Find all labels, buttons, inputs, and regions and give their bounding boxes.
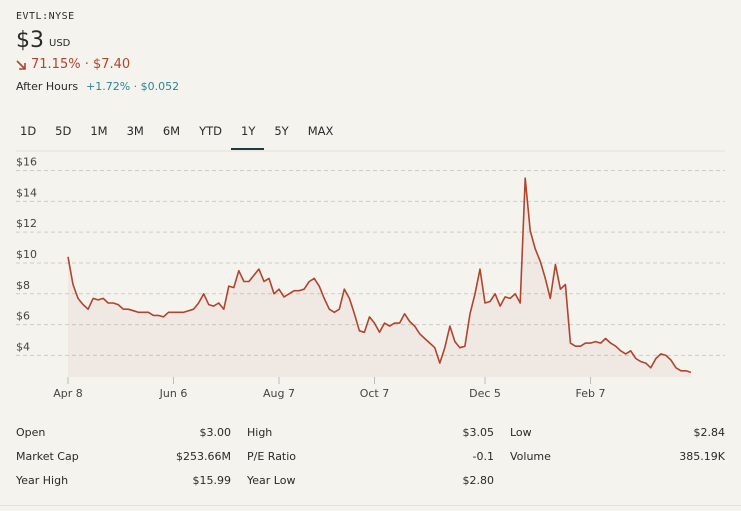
stat-label: Year Low — [247, 474, 296, 487]
price-change: 71.15% · $7.40 — [31, 57, 131, 72]
range-tabs: 1D 5D 1M 3M 6M YTD 1Y 5Y MAX — [10, 124, 342, 150]
ticker: EVTL:NYSE — [16, 11, 75, 22]
stat: Market Cap $253.66M — [16, 450, 231, 466]
x-tick-label: Oct 7 — [360, 387, 390, 400]
x-tick-label: Dec 5 — [469, 387, 501, 400]
stat-label: Market Cap — [16, 450, 79, 463]
range-tab[interactable]: 1Y — [231, 124, 265, 150]
stat-label: Year High — [16, 474, 69, 487]
range-tab[interactable]: 5D — [55, 124, 72, 138]
stat-value: $15.99 — [192, 474, 232, 487]
after-hours-label: After Hours — [16, 80, 79, 93]
stat: High $3.05 — [247, 426, 494, 442]
stat-label: Open — [16, 426, 46, 439]
stat: Year High $15.99 — [16, 474, 231, 490]
stat-value: $3.05 — [462, 426, 495, 439]
stat: P/E Ratio -0.1 — [247, 450, 494, 466]
range-tab[interactable]: 6M — [162, 124, 181, 138]
stat: Volume 385.19K — [510, 450, 725, 466]
x-tick-label: Jun 6 — [159, 387, 188, 400]
price: $3 — [16, 28, 44, 53]
range-tab[interactable]: 3M — [126, 124, 144, 138]
down-arrow-icon — [16, 60, 26, 70]
stat-label: Volume — [510, 450, 551, 463]
stat-value: $3.00 — [199, 426, 232, 439]
after-hours-change: +1.72% · $0.052 — [86, 80, 180, 93]
stat-value: $253.66M — [176, 450, 231, 463]
range-tab[interactable]: YTD — [199, 124, 222, 138]
stat-value: -0.1 — [472, 450, 494, 463]
stat-label: Low — [510, 426, 532, 439]
range-tab[interactable]: MAX — [307, 124, 334, 138]
stat-label: P/E Ratio — [247, 450, 297, 463]
stats: Open $3.00 High $3.05 Low $2.84 Market Cap $253… — [16, 426, 725, 490]
range-tab[interactable]: 5Y — [274, 124, 289, 138]
currency: USD — [49, 38, 71, 49]
stat: Year Low $2.80 — [247, 474, 494, 490]
x-tick-label: Aug 7 — [263, 387, 295, 400]
x-tick-label: Apr 8 — [53, 387, 83, 400]
y-tick-label: $6 — [16, 310, 30, 323]
y-tick-label: $4 — [16, 340, 30, 353]
y-tick-label: $10 — [16, 248, 37, 261]
y-tick-label: $8 — [16, 279, 30, 292]
range-tab[interactable]: 1M — [90, 124, 108, 138]
stat-value: 385.19K — [679, 450, 725, 463]
stat: Open $3.00 — [16, 426, 231, 442]
y-tick-label: $14 — [16, 186, 37, 199]
stat: Low $2.84 — [510, 426, 725, 442]
stat-label: High — [247, 426, 273, 439]
stat-value: $2.84 — [693, 426, 726, 439]
x-tick-label: Feb 7 — [576, 387, 606, 400]
y-tick-label: $12 — [16, 217, 37, 230]
divider — [0, 505, 741, 506]
chart: $4 $6 $8 $10 $12 $14 $16 Apr 8 Jun 6 Aug 7 Oct 7 De… — [16, 150, 725, 400]
price-line — [67, 177, 692, 374]
stat-value: $2.80 — [462, 474, 495, 487]
y-tick-label: $16 — [16, 155, 37, 168]
range-tab[interactable]: 1D — [20, 124, 37, 138]
area — [68, 178, 692, 377]
